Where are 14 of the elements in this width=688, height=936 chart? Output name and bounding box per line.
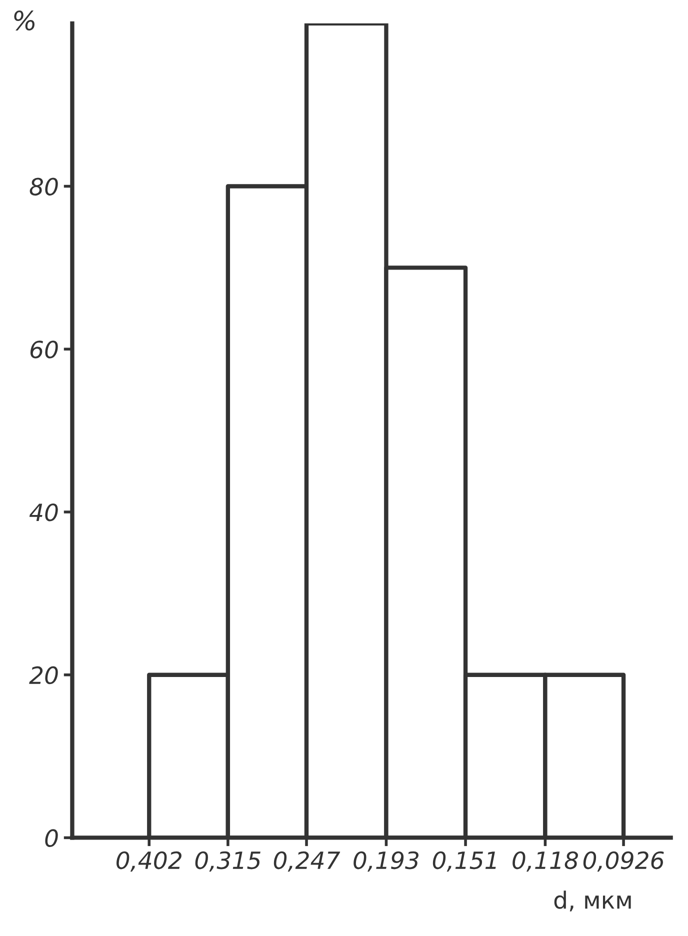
y-tick-label: 60 (30, 340, 58, 358)
y-tick-label: 20 (29, 666, 58, 684)
y-tick-label: 80 (30, 178, 58, 196)
x-tick-label: 0,0926 (583, 851, 664, 872)
x-tick-label: 0,247 (274, 851, 340, 872)
x-tick-label: 0,118 (512, 851, 578, 872)
y-tick-label: 0 (45, 829, 58, 848)
x-tick-label: 0,151 (432, 851, 496, 872)
x-tick-label: 0,315 (195, 851, 260, 872)
y-axis-title: % (14, 10, 34, 30)
y-tick-label: 40 (29, 503, 58, 522)
x-tick-label: 0,402 (116, 851, 182, 872)
x-tick-label: 0,193 (354, 851, 419, 872)
x-axis-title: d, мкм (554, 890, 631, 912)
